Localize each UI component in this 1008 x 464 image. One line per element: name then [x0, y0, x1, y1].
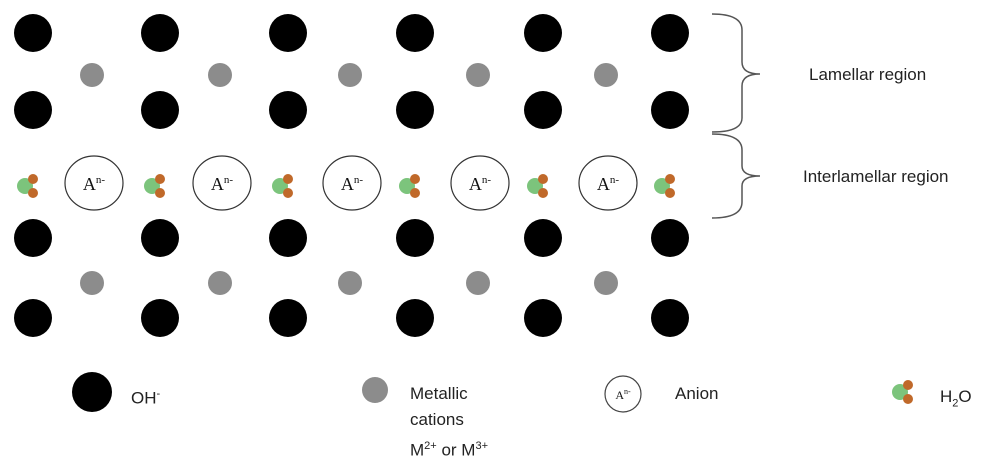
legend-water-sub: 2 [952, 397, 959, 410]
hydroxide-icon [14, 299, 52, 337]
lamellar-bracket-icon [711, 13, 761, 133]
anion-superscript: n- [482, 174, 492, 186]
metal-cation-icon [466, 63, 490, 87]
metal-cation-icon [338, 63, 362, 87]
anion-superscript: n- [224, 174, 234, 186]
anion-superscript: n- [96, 174, 106, 186]
anion-base: A [597, 174, 610, 194]
svg-text:An-: An- [597, 174, 620, 194]
metal-cation-icon [338, 271, 362, 295]
anion-icon: An- [450, 155, 510, 211]
svg-text:An-: An- [341, 174, 364, 194]
legend-metal-label: Metallic cations M2+ or M3+ [410, 381, 488, 464]
legend-hydroxide-label: OH- [131, 381, 160, 412]
legend-hydroxide-sup: - [156, 388, 161, 400]
svg-text:An-: An- [469, 174, 492, 194]
top-hydroxide-layer [14, 14, 689, 129]
anion-icon: An- [578, 155, 638, 211]
anion-base: A [341, 174, 354, 194]
hydroxide-icon [651, 91, 689, 129]
svg-text:An-: An- [83, 174, 106, 194]
water-molecule-icon [144, 174, 165, 198]
metal-cation-icon [80, 63, 104, 87]
interlayer-row: An- An- An- An- An- [17, 155, 675, 211]
hydroxide-icon [141, 219, 179, 257]
anion-superscript: n- [610, 174, 620, 186]
interlamellar-region-label: Interlamellar region [803, 167, 949, 186]
legend-metal-line2: cations [410, 410, 464, 429]
legend-hydroxide-icon [72, 372, 112, 412]
hydroxide-icon [524, 299, 562, 337]
water-molecule-icon [272, 174, 293, 198]
hydroxide-icon [651, 219, 689, 257]
legend-metal-cation-icon [362, 377, 388, 403]
svg-text:An-: An- [211, 174, 234, 194]
hydroxide-icon [524, 219, 562, 257]
legend-water-label: H2O [940, 384, 972, 416]
hydroxide-icon [269, 219, 307, 257]
legend-anion-icon-sup: n- [624, 387, 631, 396]
hydroxide-icon [651, 14, 689, 52]
hydroxide-icon [651, 299, 689, 337]
water-molecule-icon [654, 174, 675, 198]
legend-anion-icon: An- [604, 375, 642, 413]
anion-icon: An- [322, 155, 382, 211]
water-molecule-icon [399, 174, 420, 198]
metal-cation-icon [208, 63, 232, 87]
legend-anion-icon-base: A [615, 388, 624, 402]
hydroxide-icon [14, 14, 52, 52]
hydroxide-icon [524, 91, 562, 129]
legend-water-molecule [892, 380, 913, 404]
legend-metal-line3: M2+ or M3+ [410, 433, 488, 464]
legend-metal-sup1: 2+ [424, 440, 437, 452]
legend-water-tail: O [958, 387, 972, 406]
anion-icon: An- [64, 155, 124, 211]
anion-icon: An- [192, 155, 252, 211]
legend-water-icon [892, 380, 913, 404]
legend-hydroxide-base: OH [131, 388, 157, 408]
legend-metal-line1: Metallic [410, 384, 468, 403]
metal-cation-icon [80, 271, 104, 295]
svg-text:An-: An- [615, 387, 631, 402]
water-molecule-icon [527, 174, 548, 198]
metal-cation-icon [208, 271, 232, 295]
hydroxide-icon [396, 299, 434, 337]
legend-anion-label: Anion [675, 384, 719, 403]
hydroxide-icon [396, 219, 434, 257]
metal-cation-icon [466, 271, 490, 295]
hydroxide-icon [141, 91, 179, 129]
hydroxide-icon [269, 14, 307, 52]
hydroxide-icon [141, 14, 179, 52]
interlamellar-bracket-icon [711, 133, 761, 219]
legend-metal-m1: M [410, 440, 425, 460]
hydroxide-icon [396, 91, 434, 129]
anion-base: A [469, 174, 482, 194]
hydroxide-icon [269, 299, 307, 337]
metal-cation-icon [594, 63, 618, 87]
legend-metal-or: or M [436, 440, 476, 460]
lamellar-region-label: Lamellar region [809, 65, 926, 84]
hydroxide-icon [14, 219, 52, 257]
hydroxide-icon [524, 14, 562, 52]
metal-cation-icon [594, 271, 618, 295]
anion-superscript: n- [354, 174, 364, 186]
anion-base: A [211, 174, 224, 194]
hydroxide-icon [269, 91, 307, 129]
hydroxide-icon [396, 14, 434, 52]
bottom-hydroxide-layer [14, 219, 689, 337]
legend-metal-sup2: 3+ [475, 440, 488, 452]
legend-water-base: H [940, 387, 953, 406]
anion-base: A [83, 174, 96, 194]
hydroxide-icon [14, 91, 52, 129]
hydroxide-icon [141, 299, 179, 337]
water-molecule-icon [17, 174, 38, 198]
